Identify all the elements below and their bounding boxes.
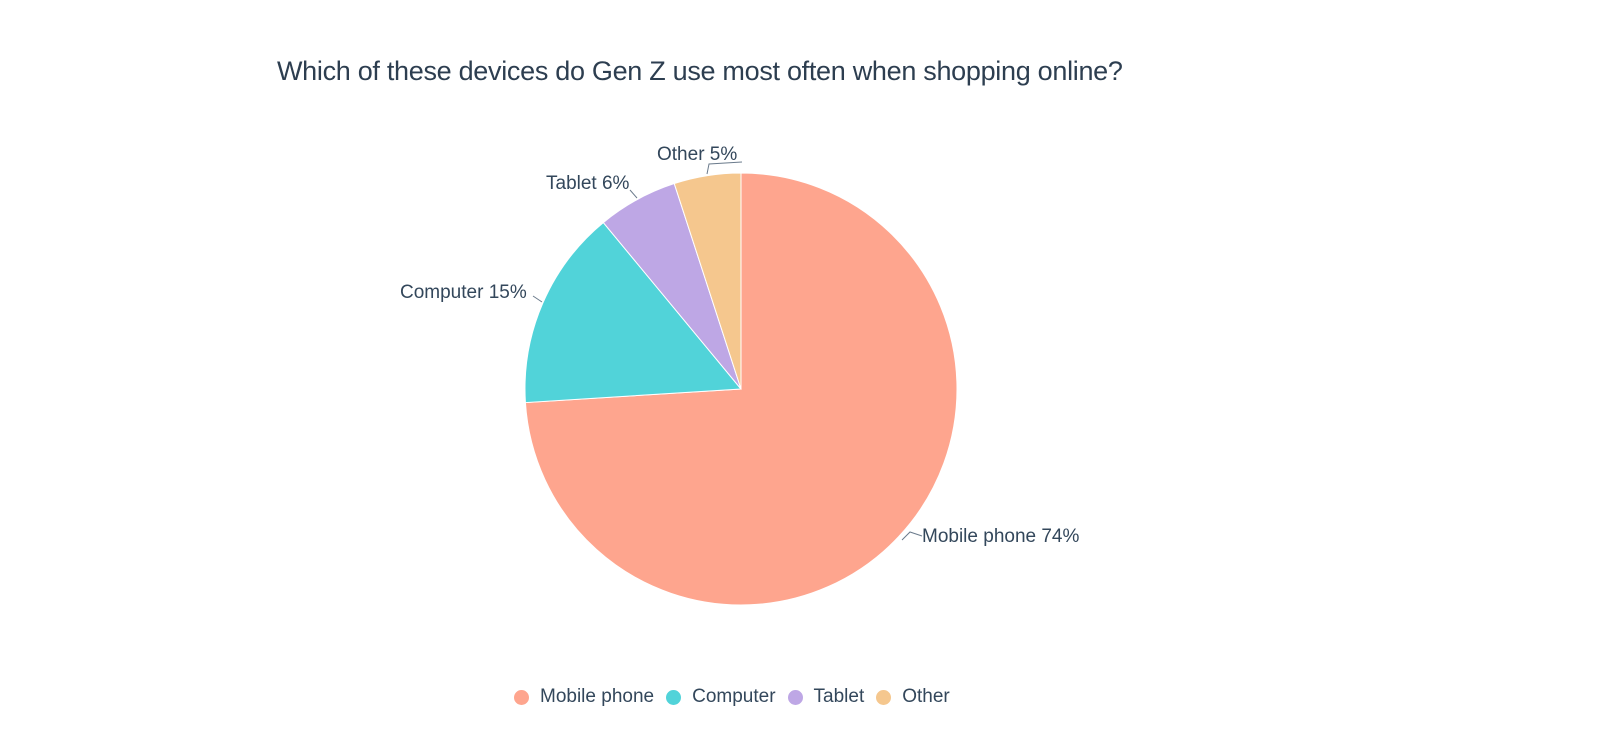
legend-item-mobile-phone[interactable]: Mobile phone xyxy=(514,686,654,708)
leader-line-tablet xyxy=(629,189,638,199)
legend-dot-icon xyxy=(514,689,529,705)
legend-dot-icon xyxy=(876,689,892,705)
chart-legend: Mobile phone Computer Tablet Other xyxy=(514,686,962,708)
pie-slice-other[interactable] xyxy=(673,172,742,390)
legend-item-computer[interactable]: Computer xyxy=(666,686,776,708)
leader-line-mobile xyxy=(901,531,923,541)
legend-label: Mobile phone xyxy=(540,686,655,707)
legend-item-other[interactable]: Other xyxy=(876,686,950,708)
pie-slice-computer[interactable] xyxy=(524,221,743,404)
slice-label-other: Other 5% xyxy=(657,144,738,165)
legend-label: Computer xyxy=(692,686,776,707)
chart-title: Which of these devices do Gen Z use most… xyxy=(277,56,1123,86)
legend-dot-icon xyxy=(666,689,682,705)
legend-label: Other xyxy=(902,686,950,707)
leader-line-other xyxy=(706,161,743,175)
slice-label-mobile-phone: Mobile phone 74% xyxy=(922,526,1080,547)
slice-label-tablet: Tablet 6% xyxy=(546,173,630,194)
legend-item-tablet[interactable]: Tablet xyxy=(787,686,865,708)
legend-dot-icon xyxy=(787,689,803,705)
slice-label-computer: Computer 15% xyxy=(400,282,527,303)
legend-label: Tablet xyxy=(813,686,865,707)
leader-line-computer xyxy=(532,295,543,303)
